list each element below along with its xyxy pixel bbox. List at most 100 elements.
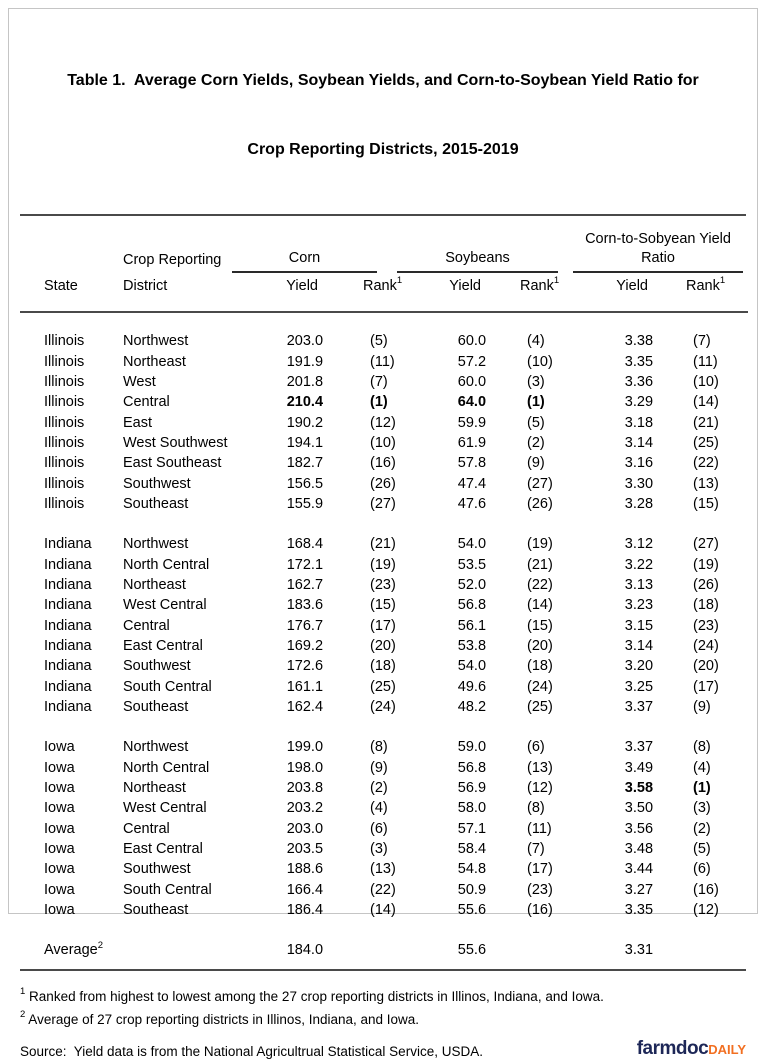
cell-corn-yield: 166.4 bbox=[286, 881, 324, 898]
cell-ratio-yield: 3.49 bbox=[624, 759, 654, 776]
cell-soy-yield: 48.2 bbox=[457, 699, 487, 716]
table-row: Indiana East Central 169.2 (20) 53.8 (20) 3.14… bbox=[20, 636, 748, 656]
footnotes: 1 Ranked from highest to lowest among th… bbox=[20, 985, 746, 1031]
cell-state: Illinois bbox=[44, 353, 85, 370]
cell-corn-rank: (20) bbox=[370, 637, 396, 654]
cell-ratio-rank: (19) bbox=[693, 556, 719, 573]
cell-soy-rank: (3) bbox=[527, 373, 545, 390]
cell-district: East Central bbox=[123, 637, 203, 654]
footnote-1: 1 Ranked from highest to lowest among th… bbox=[20, 985, 746, 1008]
ratio-group-label-line2: Ratio bbox=[641, 250, 675, 266]
cell-state: Iowa bbox=[44, 739, 75, 756]
cell-corn-yield: 188.6 bbox=[286, 861, 324, 878]
cell-soy-yield: 52.0 bbox=[457, 576, 487, 593]
cell-district: Northeast bbox=[123, 780, 186, 797]
cell-state: Iowa bbox=[44, 820, 75, 837]
cell-soy-yield: 54.0 bbox=[457, 658, 487, 675]
cell-district: East bbox=[123, 414, 153, 431]
table-row: Indiana Central 176.7 (17) 56.1 (15) 3.15 (23) bbox=[20, 615, 748, 635]
cell-soy-rank: (18) bbox=[527, 658, 553, 675]
cell-district: Southwest bbox=[123, 658, 191, 675]
cell-ratio-yield: 3.35 bbox=[624, 902, 654, 919]
cell-corn-rank: (11) bbox=[370, 353, 395, 370]
cell-ratio-rank: (26) bbox=[693, 576, 719, 593]
cell-ratio-rank: (27) bbox=[693, 536, 719, 553]
footnote-1-marker: 1 bbox=[20, 986, 26, 998]
cell-ratio-rank: (20) bbox=[693, 658, 719, 675]
cell-district: West Southwest bbox=[123, 434, 228, 451]
table-row: Iowa Southwest 188.6 (13) 54.8 (17) 3.44 (6) bbox=[20, 859, 748, 879]
empty-cell bbox=[327, 940, 417, 960]
group-header-row: Crop Reporting Corn Soybeans Corn-to-Sob… bbox=[20, 216, 748, 273]
state-column-header: State bbox=[20, 273, 119, 313]
farmdoc-daily-logo: farmdocDAILY bbox=[637, 1039, 746, 1059]
source-row: Source: Yield data is from the National … bbox=[20, 1039, 746, 1059]
corn-rank-column-header: Rank1 bbox=[327, 273, 418, 313]
average-label: Average2 bbox=[20, 940, 237, 960]
cell-ratio-yield: 3.23 bbox=[624, 597, 654, 614]
cell-district: West bbox=[123, 373, 156, 390]
corn-yield-column-header: Yield bbox=[237, 273, 328, 313]
table-row: Indiana North Central 172.1 (19) 53.5 (21) 3.2… bbox=[20, 554, 748, 574]
cell-ratio-rank: (9) bbox=[693, 699, 711, 716]
table-summary: Average2 184.0 55.6 3.31 bbox=[20, 920, 748, 960]
cell-corn-rank: (26) bbox=[370, 475, 396, 492]
cell-state: Illinois bbox=[44, 373, 85, 390]
ratio-group-label-line1: Corn-to-Sobyean Yield bbox=[585, 231, 731, 247]
cell-soy-rank: (17) bbox=[527, 861, 553, 878]
cell-soy-yield: 56.1 bbox=[457, 617, 487, 634]
cell-corn-yield: 186.4 bbox=[286, 902, 324, 919]
cell-soy-rank: (24) bbox=[527, 678, 553, 695]
cell-soy-yield: 58.4 bbox=[457, 841, 487, 858]
table-row: Illinois East Southeast 182.7 (16) 57.8 (9) 3.… bbox=[20, 453, 748, 473]
yield-table: Crop Reporting Corn Soybeans Corn-to-Sob… bbox=[20, 216, 749, 961]
average-soy-yield: 55.6 bbox=[457, 942, 487, 959]
cell-soy-yield: 57.2 bbox=[457, 353, 487, 370]
cell-ratio-rank: (4) bbox=[693, 759, 711, 776]
cell-soy-rank: (9) bbox=[527, 455, 545, 472]
cell-ratio-yield: 3.20 bbox=[624, 658, 654, 675]
cell-state: Indiana bbox=[44, 658, 92, 675]
cell-corn-rank: (12) bbox=[370, 414, 396, 431]
cell-ratio-rank: (23) bbox=[693, 617, 719, 634]
cell-soy-rank: (16) bbox=[527, 902, 553, 919]
cell-state: Iowa bbox=[44, 841, 75, 858]
source-text: Source: Yield data is from the National … bbox=[20, 1043, 483, 1059]
cell-state: Iowa bbox=[44, 759, 75, 776]
cell-ratio-rank: (10) bbox=[693, 373, 719, 390]
cell-ratio-yield: 3.25 bbox=[624, 678, 654, 695]
cell-district: Southeast bbox=[123, 495, 189, 512]
cell-ratio-yield: 3.58 bbox=[624, 780, 654, 797]
table-row: Indiana West Central 183.6 (15) 56.8 (14) 3.23… bbox=[20, 595, 748, 615]
cell-state: Iowa bbox=[44, 780, 75, 797]
cell-ratio-rank: (7) bbox=[693, 333, 711, 350]
empty-cell bbox=[657, 940, 748, 960]
table-row: Illinois Southeast 155.9 (27) 47.6 (26) 3.28 (1… bbox=[20, 494, 748, 514]
cell-soy-yield: 60.0 bbox=[457, 373, 487, 390]
cell-state: Iowa bbox=[44, 861, 75, 878]
cell-soy-yield: 64.0 bbox=[457, 394, 487, 411]
cell-state: Iowa bbox=[44, 902, 75, 919]
soybeans-group-header: Soybeans bbox=[397, 216, 580, 273]
table-row: Indiana Southwest 172.6 (18) 54.0 (18) 3.20 (20… bbox=[20, 656, 748, 676]
cell-soy-rank: (7) bbox=[527, 841, 545, 858]
rank-label: Rank bbox=[686, 278, 720, 294]
cell-ratio-rank: (12) bbox=[693, 902, 719, 919]
cell-corn-rank: (14) bbox=[370, 902, 396, 919]
cell-state: Illinois bbox=[44, 475, 85, 492]
cell-corn-rank: (19) bbox=[370, 556, 396, 573]
cell-soy-yield: 61.9 bbox=[457, 434, 487, 451]
cell-soy-rank: (21) bbox=[527, 556, 553, 573]
table-figure: Table 1. Average Corn Yields, Soybean Yi… bbox=[8, 8, 758, 1059]
cell-ratio-rank: (22) bbox=[693, 455, 719, 472]
cell-ratio-yield: 3.16 bbox=[624, 455, 654, 472]
table-title-line2: Crop Reporting Districts, 2015-2019 bbox=[247, 141, 519, 158]
cell-corn-yield: 161.1 bbox=[286, 678, 324, 695]
table-row: Iowa Central 203.0 (6) 57.1 (11) 3.56 (2) bbox=[20, 819, 748, 839]
table-row: Illinois Northeast 191.9 (11) 57.2 (10) 3.35 (1… bbox=[20, 351, 748, 371]
cell-corn-yield: 168.4 bbox=[286, 536, 324, 553]
cell-soy-yield: 54.8 bbox=[457, 861, 487, 878]
cell-soy-rank: (15) bbox=[527, 617, 553, 634]
group-spacer bbox=[20, 514, 748, 534]
cell-soy-yield: 55.6 bbox=[457, 902, 487, 919]
